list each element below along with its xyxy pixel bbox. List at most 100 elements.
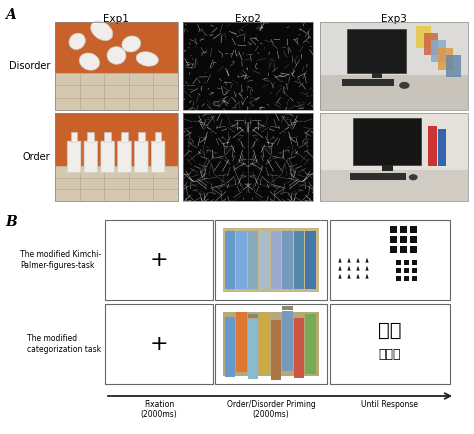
FancyBboxPatch shape bbox=[151, 141, 165, 173]
Text: B: B bbox=[5, 215, 17, 229]
Text: Disorder: Disorder bbox=[9, 61, 50, 71]
Bar bbox=[283, 306, 293, 310]
Text: Exp3: Exp3 bbox=[381, 14, 407, 24]
Bar bbox=[412, 268, 417, 273]
Bar bbox=[412, 260, 417, 265]
Bar bbox=[225, 231, 236, 289]
Bar bbox=[225, 317, 236, 377]
Bar bbox=[412, 276, 417, 281]
Bar bbox=[271, 231, 282, 289]
Bar bbox=[390, 236, 397, 243]
Text: 溜冰鞋: 溜冰鞋 bbox=[379, 348, 401, 361]
Bar bbox=[410, 246, 417, 253]
Bar bbox=[55, 73, 178, 110]
Ellipse shape bbox=[79, 53, 100, 70]
Bar bbox=[346, 29, 406, 73]
Bar bbox=[215, 220, 327, 300]
Bar bbox=[404, 260, 409, 265]
Bar bbox=[342, 79, 394, 86]
Polygon shape bbox=[338, 258, 342, 263]
Text: Exp1: Exp1 bbox=[103, 14, 129, 24]
Ellipse shape bbox=[107, 46, 126, 64]
Bar bbox=[410, 236, 417, 243]
Bar bbox=[320, 170, 468, 201]
Bar bbox=[306, 231, 316, 289]
Text: Until Response: Until Response bbox=[362, 400, 419, 409]
Bar bbox=[320, 113, 468, 201]
Bar bbox=[183, 113, 313, 201]
Bar bbox=[271, 320, 282, 380]
Polygon shape bbox=[365, 266, 369, 271]
Bar bbox=[105, 304, 213, 384]
FancyBboxPatch shape bbox=[135, 141, 148, 173]
Bar bbox=[294, 231, 304, 289]
Bar bbox=[382, 165, 392, 171]
Bar bbox=[237, 231, 247, 289]
Bar bbox=[431, 40, 446, 62]
Bar bbox=[283, 311, 293, 371]
FancyBboxPatch shape bbox=[67, 141, 81, 173]
Bar bbox=[121, 132, 128, 142]
Bar bbox=[390, 246, 397, 253]
Text: The modified Kimchi-
Palmer-figures-task: The modified Kimchi- Palmer-figures-task bbox=[20, 250, 101, 270]
Bar bbox=[183, 113, 313, 201]
Bar bbox=[372, 73, 382, 78]
Bar bbox=[294, 318, 304, 378]
Ellipse shape bbox=[399, 82, 410, 89]
Bar bbox=[330, 220, 450, 300]
Polygon shape bbox=[338, 273, 342, 279]
Bar bbox=[400, 246, 407, 253]
Text: Order/Disorder Priming
(2000ms): Order/Disorder Priming (2000ms) bbox=[227, 400, 315, 419]
Text: +: + bbox=[150, 334, 168, 354]
Bar bbox=[55, 22, 178, 110]
Bar bbox=[183, 22, 313, 110]
Bar bbox=[248, 319, 258, 379]
Bar bbox=[138, 132, 145, 142]
Polygon shape bbox=[338, 266, 342, 271]
Ellipse shape bbox=[122, 36, 141, 52]
Bar bbox=[404, 268, 409, 273]
Text: The modified
categorization task: The modified categorization task bbox=[27, 334, 101, 354]
Polygon shape bbox=[356, 258, 360, 263]
Bar bbox=[215, 304, 327, 384]
Bar bbox=[183, 22, 313, 110]
Bar bbox=[400, 226, 407, 233]
Text: A: A bbox=[5, 8, 16, 22]
Bar bbox=[88, 132, 94, 142]
Bar bbox=[259, 231, 270, 289]
Bar bbox=[223, 312, 319, 376]
Bar bbox=[223, 228, 319, 292]
Text: Order: Order bbox=[22, 152, 50, 162]
Bar bbox=[416, 26, 431, 49]
Bar bbox=[438, 129, 446, 166]
Bar bbox=[320, 75, 468, 110]
Bar bbox=[320, 22, 468, 110]
Ellipse shape bbox=[409, 174, 418, 180]
Bar bbox=[104, 132, 111, 142]
Bar bbox=[248, 314, 258, 318]
Ellipse shape bbox=[136, 52, 158, 66]
FancyBboxPatch shape bbox=[118, 141, 131, 173]
Bar bbox=[330, 304, 450, 384]
Ellipse shape bbox=[91, 21, 113, 40]
Text: Fixation
(2000ms): Fixation (2000ms) bbox=[141, 400, 177, 419]
Bar bbox=[237, 312, 247, 372]
Bar bbox=[396, 260, 401, 265]
Polygon shape bbox=[347, 258, 351, 263]
Text: Exp2: Exp2 bbox=[235, 14, 261, 24]
Bar bbox=[55, 113, 178, 201]
Bar bbox=[390, 226, 397, 233]
Bar bbox=[428, 126, 437, 166]
Text: 玩具: 玩具 bbox=[378, 321, 402, 340]
Bar bbox=[155, 132, 162, 142]
Bar bbox=[259, 313, 270, 373]
Polygon shape bbox=[347, 266, 351, 271]
Bar bbox=[350, 173, 406, 180]
Polygon shape bbox=[356, 266, 360, 271]
Polygon shape bbox=[365, 273, 369, 279]
Bar bbox=[306, 314, 316, 374]
Bar bbox=[446, 55, 461, 76]
Bar bbox=[283, 231, 293, 289]
Bar bbox=[320, 22, 468, 110]
Polygon shape bbox=[347, 273, 351, 279]
